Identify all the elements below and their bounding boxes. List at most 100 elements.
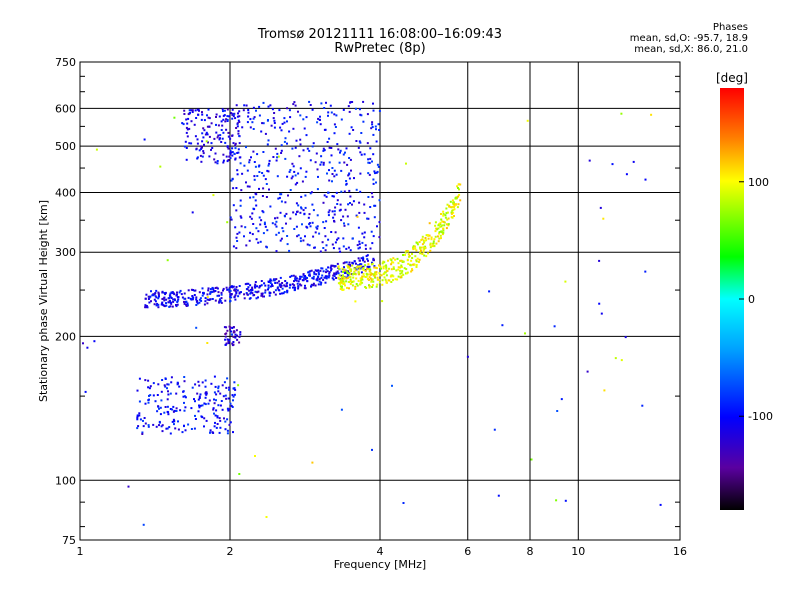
data-point (428, 222, 431, 225)
data-point (184, 429, 187, 432)
data-point (313, 271, 316, 274)
data-point (274, 278, 277, 281)
data-point (226, 407, 229, 410)
data-point (228, 339, 231, 342)
data-point (345, 247, 348, 250)
data-point (442, 231, 445, 234)
data-point (358, 268, 361, 271)
data-point (167, 390, 169, 393)
data-point (427, 252, 429, 255)
data-point (410, 259, 413, 262)
data-point (190, 407, 193, 410)
data-point (348, 276, 351, 278)
data-point (217, 134, 220, 137)
data-point (145, 305, 148, 307)
data-point (224, 141, 227, 144)
data-point (275, 233, 278, 236)
data-point (166, 405, 169, 408)
data-point (161, 298, 164, 300)
data-point (317, 117, 320, 120)
data-point (388, 267, 390, 270)
data-point (228, 115, 231, 118)
data-point (178, 291, 181, 294)
data-point (234, 294, 237, 297)
data-point (382, 265, 385, 268)
data-point (315, 273, 318, 276)
data-point (227, 340, 230, 343)
data-point (445, 223, 448, 226)
data-point (444, 216, 447, 219)
data-point (232, 245, 235, 248)
data-point (204, 385, 207, 388)
data-point (355, 214, 358, 217)
data-point (310, 269, 313, 272)
data-point (345, 182, 348, 185)
data-point (352, 276, 355, 279)
data-point (317, 269, 320, 272)
data-point (201, 294, 204, 297)
data-point (235, 104, 238, 107)
data-point (214, 287, 217, 289)
data-point (297, 204, 300, 207)
data-point (322, 278, 325, 281)
data-point (225, 128, 228, 131)
data-point (274, 289, 277, 292)
data-point (211, 286, 214, 289)
data-point (311, 203, 314, 206)
data-point (447, 217, 450, 220)
data-point (411, 268, 413, 271)
data-point (347, 266, 350, 269)
data-point (273, 278, 275, 281)
data-point (586, 370, 589, 373)
data-point (190, 298, 193, 301)
data-point (306, 243, 309, 246)
data-point (365, 255, 368, 258)
data-point (316, 168, 319, 171)
x-tick-label: 2 (227, 545, 234, 558)
y-tick-label: 300 (55, 246, 76, 259)
data-point (297, 285, 300, 288)
data-point (353, 177, 355, 180)
data-point (216, 415, 219, 418)
data-point (375, 285, 378, 288)
data-point (355, 277, 358, 280)
data-point (238, 121, 241, 123)
data-point (183, 113, 186, 115)
y-axis-label: Stationary phase Virtual Height [km] (37, 200, 50, 402)
data-point (350, 268, 353, 271)
data-point (173, 116, 176, 119)
data-point (308, 244, 311, 247)
data-point (346, 277, 349, 280)
data-point (317, 175, 319, 178)
data-point (400, 264, 403, 267)
data-point (222, 159, 225, 162)
data-point (239, 156, 242, 159)
data-point (226, 429, 229, 432)
data-point (286, 142, 288, 145)
data-point (342, 153, 345, 156)
data-point (229, 137, 232, 140)
data-point (141, 431, 144, 434)
data-point (246, 169, 249, 172)
data-point (214, 152, 217, 155)
data-point (370, 192, 373, 195)
data-point (430, 236, 433, 239)
data-point (236, 115, 239, 118)
data-point (198, 298, 201, 301)
data-point (149, 385, 152, 388)
data-point (296, 181, 299, 184)
data-point (170, 376, 173, 379)
data-point (172, 418, 175, 421)
data-point (345, 147, 348, 150)
data-point (358, 211, 361, 214)
data-point (428, 234, 431, 237)
data-point (190, 428, 193, 430)
data-point (402, 502, 405, 504)
data-point (313, 246, 316, 249)
data-point (225, 286, 228, 289)
data-point (439, 221, 442, 224)
data-point (366, 265, 369, 268)
data-point (350, 169, 352, 172)
data-point (236, 152, 239, 154)
data-point (194, 109, 197, 112)
